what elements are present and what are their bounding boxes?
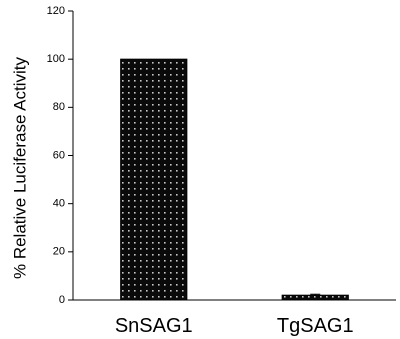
bar-snsag1: [120, 58, 188, 301]
plot-area: 0 20 40 60 80 100 120 SnSAG1 TgSAG1: [47, 5, 396, 337]
y-tick-label: 80: [53, 101, 65, 113]
x-tick-label-snsag1: SnSAG1: [115, 315, 193, 337]
y-tick-label: 40: [53, 198, 65, 210]
y-tick-label: 100: [47, 53, 65, 65]
x-tick-label-tgsag1: TgSAG1: [277, 315, 354, 337]
y-axis-title: % Relative Luciferase Activity: [10, 56, 29, 279]
y-tick-label: 60: [53, 149, 65, 161]
y-tick-label: 120: [47, 5, 65, 17]
y-tick-label: 0: [59, 294, 65, 306]
y-tick-label: 20: [53, 246, 65, 258]
